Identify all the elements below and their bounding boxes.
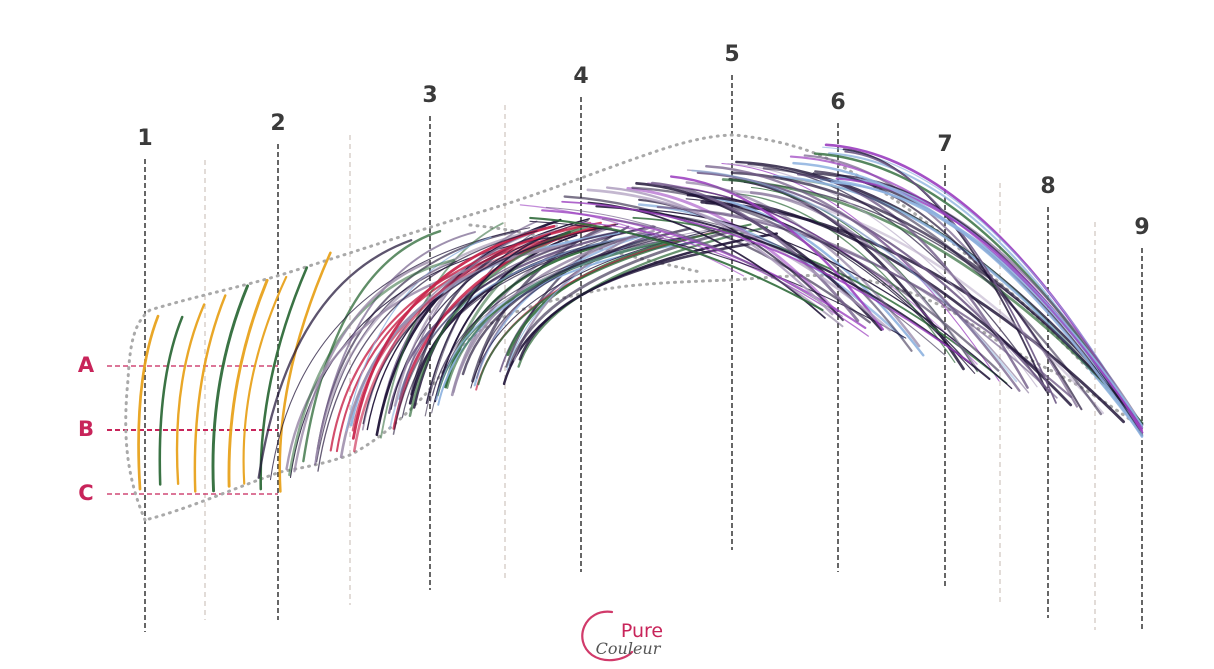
hair-strokes (137, 143, 1144, 493)
hair-stroke (601, 218, 844, 328)
hair-stroke (762, 167, 1102, 416)
hair-stroke (302, 229, 442, 463)
hair-stroke (650, 181, 860, 323)
hair-stroke (685, 181, 921, 348)
hair-stroke (461, 227, 691, 376)
marker-label: 1 (137, 126, 152, 151)
hair-stroke (683, 208, 1058, 399)
hair-stroke (518, 241, 756, 361)
hair-stroke (541, 209, 867, 330)
logo: Pure Couleur (581, 610, 663, 662)
hair-stroke (431, 226, 646, 414)
hair-stroke (478, 237, 664, 363)
hair-stroke (561, 200, 972, 364)
hair-stroke (227, 278, 269, 488)
hair-stroke (352, 221, 592, 453)
logo-script: Couleur (596, 639, 662, 658)
hair-stroke (380, 222, 504, 439)
hair-stroke (632, 216, 1008, 385)
hair-stroke (432, 236, 686, 396)
hair-stroke (605, 186, 834, 316)
hair-stroke (586, 188, 892, 332)
marker-label: 7 (937, 132, 952, 157)
hair-stroke (175, 303, 206, 486)
hair-stroke (362, 223, 619, 425)
hair-stroke (505, 225, 630, 368)
hair-stroke (392, 231, 619, 435)
hair-stroke (563, 195, 871, 324)
marker-label: 3 (422, 83, 437, 108)
hair-stroke (670, 175, 885, 331)
hair-stroke (351, 224, 556, 440)
hair-stroke (285, 246, 561, 471)
logo-swoosh (581, 610, 634, 662)
row-label: A (78, 353, 95, 377)
hair-stroke (257, 238, 413, 479)
hair-stroke (727, 163, 1038, 388)
hair-stroke (736, 193, 956, 363)
hair-stroke (345, 236, 492, 432)
hair-stroke (792, 161, 1144, 438)
hair-stroke (647, 182, 978, 365)
hair-stroke (278, 251, 332, 493)
marker-label: 8 (1040, 174, 1055, 199)
hair-stroke (789, 155, 1144, 430)
hair-stroke (580, 221, 869, 337)
hair-stroke (137, 314, 160, 491)
hair-stroke (838, 176, 1144, 427)
marker-label: 6 (830, 90, 845, 115)
hair-stroke (730, 171, 1144, 427)
hair-stroke (446, 238, 682, 389)
hair-stroke (193, 294, 227, 493)
hair-stroke (211, 284, 249, 493)
hair-stroke (749, 191, 979, 371)
hair-stroke (396, 220, 538, 416)
hair-stroke (158, 315, 184, 486)
row-label: C (78, 481, 93, 505)
hair-stroke (529, 216, 824, 312)
logo-word: Pure (621, 620, 663, 642)
hair-stroke (519, 204, 745, 277)
hair-stroke (317, 230, 538, 472)
marker-label: 4 (573, 64, 588, 89)
hair-stroke (686, 193, 1073, 407)
marker-label: 2 (270, 111, 285, 136)
hair-stroke (529, 220, 907, 339)
hair-stroke (475, 231, 647, 379)
hair-stroke (437, 232, 717, 397)
labels: 1 2 3 4 5 6 7 8 9 A B C (78, 42, 1150, 505)
hair-stroke (293, 260, 430, 473)
marker-label: 5 (724, 42, 739, 67)
hair-stroke (844, 150, 1057, 404)
hair-stroke (242, 275, 288, 485)
guides (107, 75, 1143, 632)
row-label: B (78, 417, 94, 441)
marker-label: 9 (1134, 215, 1149, 240)
hair-stroke (315, 224, 559, 459)
hair-stroke (705, 165, 1021, 392)
hair-stroke (830, 181, 1144, 427)
